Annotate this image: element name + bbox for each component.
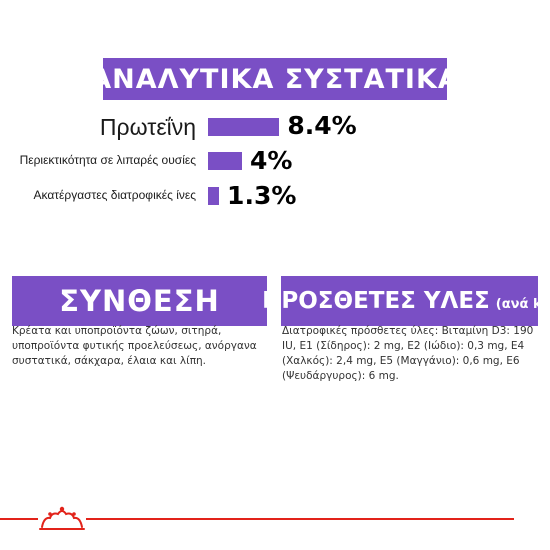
footer-line-left [0,518,38,520]
composition-title: ΣΥΝΘΕΣΗ [59,284,220,318]
footer-line-right [86,518,514,520]
protein-bar [208,118,280,136]
composition-text: Κρέατα και υποπροϊόντα ζώων, σιτηρά, υπο… [12,325,257,367]
additives-text: Διατροφικές πρόσθετες ύλες: Βιταμίνη D3:… [282,325,534,382]
crown-icon [39,506,85,530]
additives-banner: ΠΡΟΣΘΕΤΕΣ ΥΛΕΣ (ανά kg) [262,276,550,326]
protein-label: Πρωτεΐνη [99,114,196,140]
composition-banner: ΣΥΝΘΕΣΗ [12,276,267,326]
analytical-constituents-banner: ΑΝΑΛΥΤΙΚΑ ΣΥΣΤΑΤΙΚΑ [90,58,459,100]
protein-value: 8.4% [287,111,357,140]
fat-content-value: 4% [250,146,293,175]
analytical-constituents-title: ΑΝΑΛΥΤΙΚΑ ΣΥΣΤΑΤΙΚΑ [90,63,460,95]
crude-fibre-label: Ακατέργαστες διατροφικές ίνες [33,188,197,202]
crude-fibre-bar [208,187,220,205]
fat-content-bar [208,152,242,170]
additives-unit: (ανά kg) [495,296,550,312]
fat-content-label: Περιεκτικότητα σε λιπαρές ουσίες [19,153,196,167]
crude-fibre-value: 1.3% [227,181,297,210]
additives-title: ΠΡΟΣΘΕΤΕΣ ΥΛΕΣ [262,288,490,314]
